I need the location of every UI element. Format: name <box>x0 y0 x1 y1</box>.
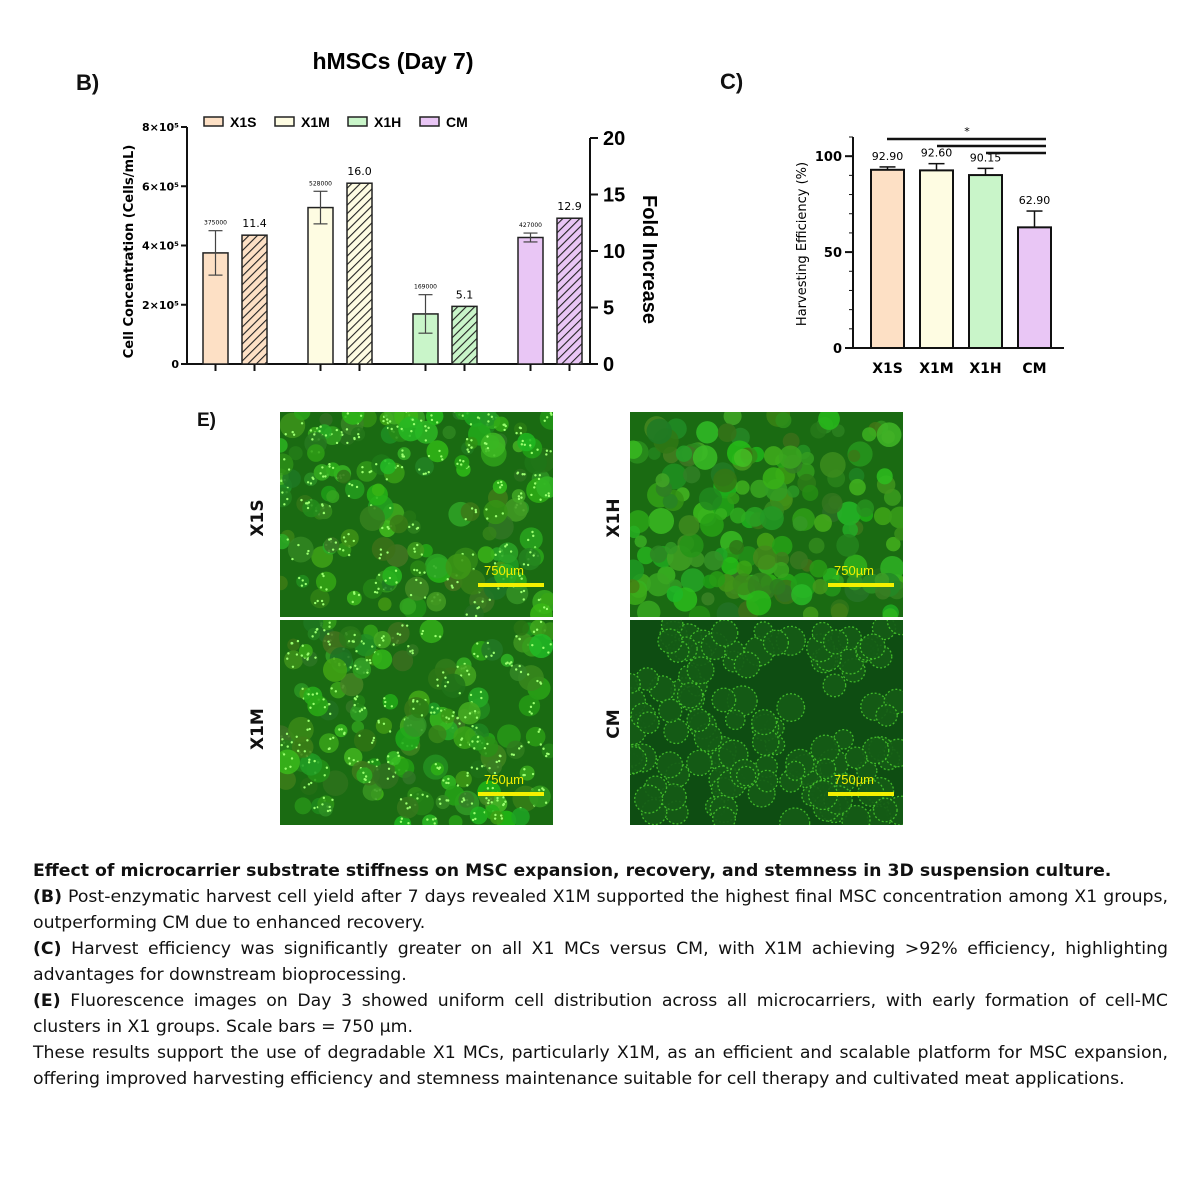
data-label-efficiency-cm: 62.90 <box>1019 194 1051 207</box>
chart-b-y-label: Cell Concentration (Cells/mL) <box>122 145 137 359</box>
legend-label-x1m: X1M <box>301 114 330 130</box>
bar-cell-concentration-cm <box>517 236 544 365</box>
bar-fold-increase-x1m <box>346 182 373 365</box>
chart-b-y2-tick-label: 0 <box>603 354 614 376</box>
caption-conclusion: These results support the use of degrada… <box>33 1043 1168 1089</box>
bar-fold-increase-x1h <box>451 305 478 365</box>
caption-e-text: Fluorescence images on Day 3 showed unif… <box>33 991 1168 1037</box>
scale-label-x1h: 750µm <box>834 563 875 578</box>
data-label-fold-x1m: 16.0 <box>347 165 372 178</box>
data-label-concentration-x1s: 375000 <box>204 220 227 227</box>
data-label-efficiency-x1h: 90.15 <box>970 151 1002 164</box>
bar-efficiency-cm <box>1017 226 1052 349</box>
caption-e-label: (E) <box>33 991 61 1011</box>
scale-label-x1s: 750µm <box>484 563 525 578</box>
caption-e: (E) Fluorescence images on Day 3 showed … <box>33 988 1168 1040</box>
chart-c-y-tick-label: 100 <box>815 150 842 165</box>
scale-bar-x1h <box>828 583 894 587</box>
scale-label-cm: 750µm <box>834 772 875 787</box>
caption-title: Effect of microcarrier substrate stiffne… <box>33 861 1112 881</box>
scale-label-x1m: 750µm <box>484 772 525 787</box>
caption-b-text: Post-enzymatic harvest cell yield after … <box>33 887 1168 933</box>
panel-c-letter: C) <box>720 69 744 94</box>
data-label-concentration-cm: 427000 <box>519 222 542 229</box>
image-label-x1m: X1M <box>248 708 268 750</box>
legend-swatch-x1m <box>274 116 295 127</box>
chart-b-y-tick-label: 4×10⁵ <box>142 240 179 253</box>
x-tick-label-x1m: X1M <box>919 361 953 377</box>
caption-c-label: (C) <box>33 939 62 959</box>
chart-b-y2-tick-label: 15 <box>603 185 625 207</box>
panel-b-letter: B) <box>76 70 100 95</box>
data-label-fold-x1s: 11.4 <box>242 217 267 230</box>
legend-label-x1h: X1H <box>374 114 401 130</box>
micro-image-cm <box>630 620 903 825</box>
figure-caption: Effect of microcarrier substrate stiffne… <box>33 858 1168 1092</box>
chart-b-title: hMSCs (Day 7) <box>312 48 473 74</box>
chart-c-y-label: Harvesting Efficiency (%) <box>795 162 810 326</box>
chart-c-y-tick-label: 50 <box>824 246 842 261</box>
chart-b-cell-concentration: hMSCs (Day 7) 0 2×10⁵ 4×10⁵ 6×10⁵ 8×10⁵ Cell C… <box>122 48 660 376</box>
chart-b-y2-tick-label: 5 <box>603 298 614 320</box>
micro-image-x1m <box>280 620 553 825</box>
x-tick-label-x1s: X1S <box>872 361 903 377</box>
image-label-x1s: X1S <box>248 499 268 537</box>
legend-label-cm: CM <box>446 114 468 130</box>
caption-c: (C) Harvest efficiency was significantly… <box>33 936 1168 988</box>
caption-b-label: (B) <box>33 887 62 907</box>
image-label-cm: CM <box>604 709 624 739</box>
data-label-fold-cm: 12.9 <box>557 200 582 213</box>
chart-b-y-tick-label: 6×10⁵ <box>142 180 179 193</box>
data-label-fold-x1h: 5.1 <box>456 288 474 301</box>
x-tick-label-cm: CM <box>1022 361 1046 377</box>
micro-image-x1h <box>630 412 903 617</box>
legend-label-x1s: X1S <box>230 114 256 130</box>
micrograph-cm <box>630 620 903 825</box>
chart-c-y-tick-label: 0 <box>833 342 842 357</box>
scale-bar-cm <box>828 792 894 796</box>
data-label-efficiency-x1s: 92.90 <box>872 150 904 163</box>
legend-swatch-x1h <box>347 116 368 127</box>
chart-b-y-tick-label: 8×10⁵ <box>142 121 179 134</box>
bar-efficiency-x1m <box>919 169 954 349</box>
micrograph-x1s <box>280 412 553 617</box>
chart-b-y2-tick-label: 10 <box>603 241 625 263</box>
bar-fold-increase-x1s <box>241 234 268 365</box>
image-label-x1h: X1H <box>604 498 624 538</box>
scale-bar-x1m <box>478 792 544 796</box>
chart-b-y-tick-label: 0 <box>171 358 179 371</box>
bar-efficiency-x1s <box>870 168 905 349</box>
significance-marker: * <box>964 125 970 138</box>
chart-b-y-tick-label: 2×10⁵ <box>142 299 179 312</box>
bar-cell-concentration-x1m <box>307 206 334 365</box>
data-label-efficiency-x1m: 92.60 <box>921 147 953 160</box>
data-label-concentration-x1m: 528000 <box>309 180 332 187</box>
micro-image-x1s <box>280 412 553 617</box>
data-label-concentration-x1h: 169000 <box>414 284 437 291</box>
chart-b-y2-label: Fold Increase <box>638 195 660 324</box>
panel-e-letter: E) <box>197 410 216 431</box>
bar-fold-increase-cm <box>556 217 583 365</box>
chart-c-harvesting-efficiency: 0 50 100 Harvesting Efficiency (%) 92.90 X1S 9… <box>795 125 1064 377</box>
caption-c-text: Harvest efficiency was significantly gre… <box>33 939 1168 985</box>
legend-swatch-cm <box>419 116 440 127</box>
chart-b-y2-tick-label: 20 <box>603 128 625 150</box>
micrograph-x1h <box>630 412 903 617</box>
caption-b: (B) Post-enzymatic harvest cell yield af… <box>33 884 1168 936</box>
bar-efficiency-x1h <box>968 174 1003 349</box>
scale-bar-x1s <box>478 583 544 587</box>
x-tick-label-x1h: X1H <box>969 361 1001 377</box>
legend-swatch-x1s <box>203 116 224 127</box>
micrograph-x1m <box>280 620 553 825</box>
